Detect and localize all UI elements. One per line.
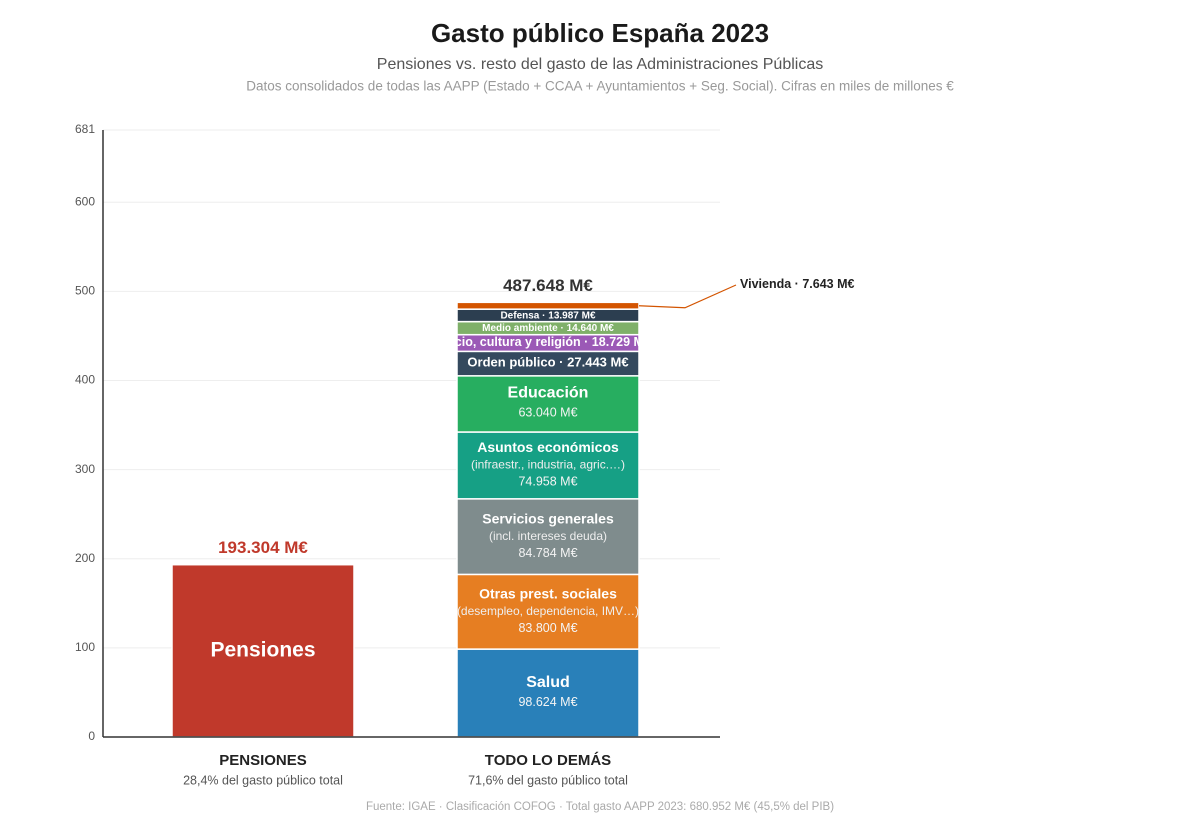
segment-value-label: 84.784 M€ [518,546,577,560]
segment-label: Medio ambiente [482,323,558,334]
segment-label: Otras prest. sociales [479,585,617,601]
bar-segment [456,498,640,576]
x-tick-label: TODO LO DEMÁS [485,752,611,769]
segment-sublabel: (infraestr., industria, agric.…) [471,458,625,472]
label-separator: · [542,310,545,321]
bar-segment [456,431,640,500]
segment-sublabel: (incl. intereses deuda) [489,529,607,543]
total-label: 193.304 M€ [218,538,308,557]
bar-segment [456,375,640,433]
segment-value-label: 7.643 M€ [802,277,854,291]
label-separator: · [560,323,563,334]
segment-value-label: 74.958 M€ [518,475,577,489]
segment-label: Asuntos económicos [477,439,619,455]
segment-value-label: 98.624 M€ [518,695,577,709]
segment-label-group: Orden público · 27.443 M€ [467,355,628,370]
segment-label: Orden público [467,355,555,370]
y-tick-label: 600 [75,194,95,208]
segment-label: Defensa [500,310,539,321]
segment-label: Salud [526,674,570,691]
y-tick-label: 681 [75,122,95,136]
source: Fuente: IGAE · Clasificación COFOG · Tot… [366,801,834,813]
y-tick-label: 300 [75,462,95,476]
segment-sublabel: (desempleo, dependencia, IMV…) [457,604,639,618]
bar-segment [456,648,640,738]
x-tick-label: PENSIONES [219,752,307,769]
y-tick-label: 500 [75,284,95,298]
segment-label-group: Medio ambiente · 14.640 M€ [482,323,614,334]
bar-segment [456,301,640,310]
segment-label-group: Defensa · 13.987 M€ [500,310,596,321]
y-tick-label: 0 [88,729,95,743]
segment-label-group: Vivienda · 7.643 M€ [740,277,854,291]
bar-segment [171,563,355,738]
callout-line [638,284,737,309]
category-note: 71,6% del gasto público total [468,773,628,787]
category-note: 28,4% del gasto público total [183,773,343,787]
chart-title: Gasto público España 2023 [431,18,769,48]
total-label: 487.648 M€ [503,276,593,295]
segment-label: Servicios generales [482,510,614,526]
segment-label: Pensiones [210,638,315,661]
segment-value-label: 14.640 M€ [567,323,615,334]
y-tick-label: 100 [75,640,95,654]
segment-value-label: 63.040 M€ [518,406,577,420]
segment-value-label: 18.729 M€ [592,335,651,349]
segment-value-label: 83.800 M€ [518,621,577,635]
label-separator: · [584,335,588,349]
segment-value-label: 27.443 M€ [567,355,628,370]
segment-value-label: 13.987 M€ [548,310,596,321]
label-separator: · [795,277,799,291]
segment-label: Vivienda [740,277,792,291]
chart-subtitle: Pensiones vs. resto del gasto de las Adm… [377,56,823,73]
segment-label: Educación [508,385,589,402]
bar-segment [456,573,640,650]
segment-label: Ocio, cultura y religión [445,335,581,349]
y-tick-label: 400 [75,373,95,387]
y-tick-label: 200 [75,551,95,565]
label-separator: · [559,355,563,370]
chart-note: Datos consolidados de todas las AAPP (Es… [246,79,954,94]
segment-label-group: Ocio, cultura y religión · 18.729 M€ [445,335,651,349]
